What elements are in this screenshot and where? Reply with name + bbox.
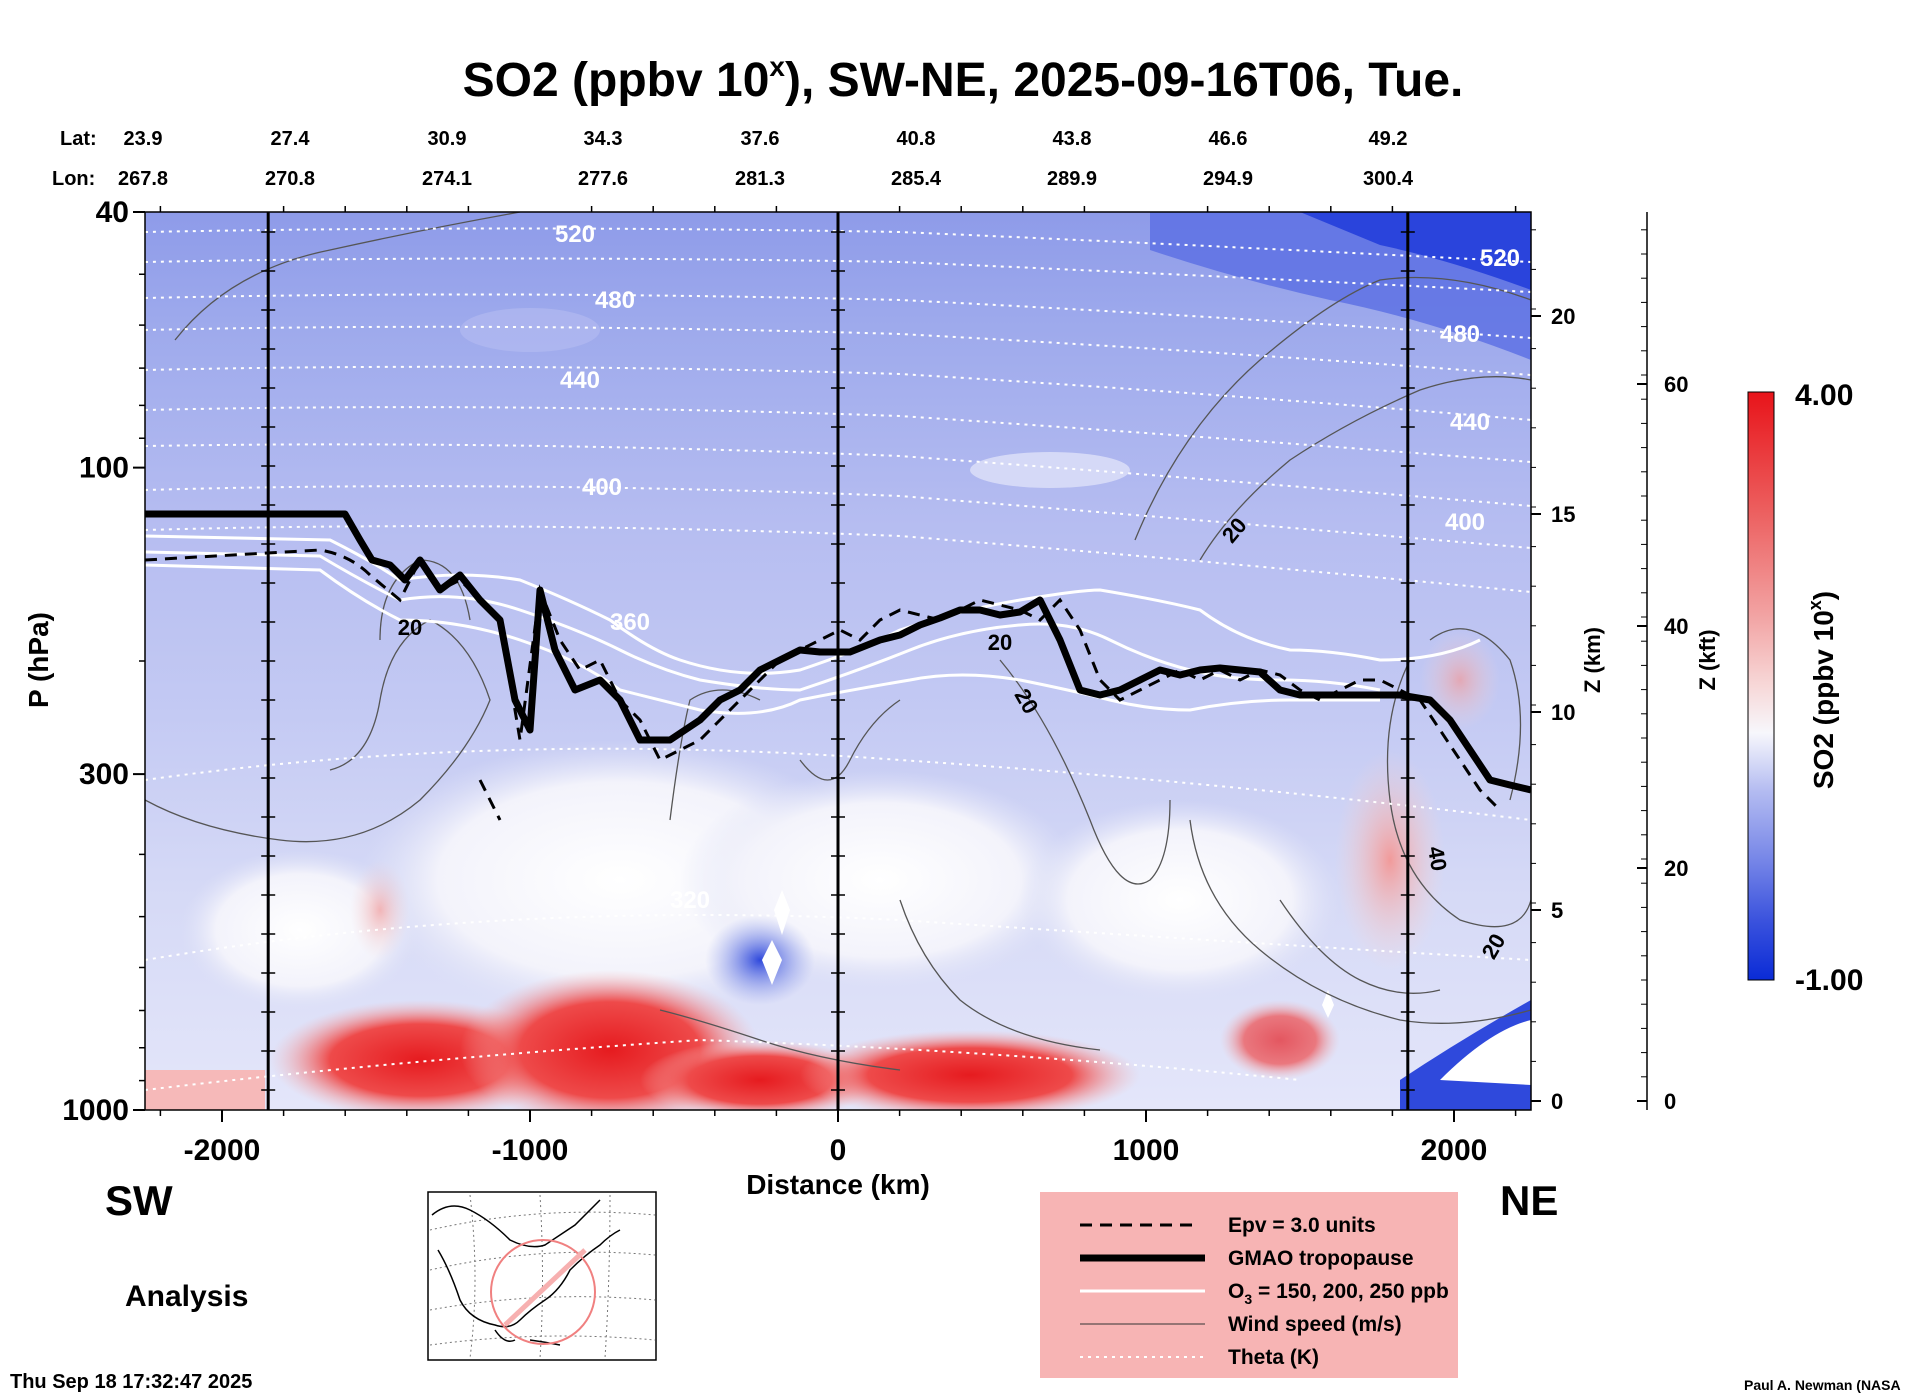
y-axis: 40 100 300 1000 [62,196,145,1127]
theta-label: 320 [670,887,710,914]
section-path-icon [503,1248,587,1327]
theta-label: 400 [582,474,622,501]
analysis-label: Analysis [125,1280,248,1313]
x-tick-label: 1000 [1113,1134,1180,1167]
lat-value: 49.2 [1369,128,1408,150]
z-kft-tick-label: 0 [1664,1089,1676,1114]
z-kft-tick-label: 40 [1664,614,1688,639]
theta-labels: 520 480 440 400 360 320 520 480 440 400 [555,221,1520,914]
theta-label: 360 [610,609,650,636]
theta-label: 480 [1440,321,1480,348]
theta-label: 400 [1445,509,1485,536]
legend-epv-label: Epv = 3.0 units [1228,1214,1376,1237]
x-tick-label: 0 [830,1134,847,1167]
lon-value: 294.9 [1203,168,1253,190]
timestamp: Thu Sep 18 17:32:47 2025 [10,1371,252,1393]
lat-label: Lat: [60,128,97,150]
lon-value: 289.9 [1047,168,1097,190]
legend: Epv = 3.0 units GMAO tropopause O3 = 150… [1040,1192,1458,1378]
z-kft-tick-label: 60 [1664,372,1688,397]
z-km-tick-label: 10 [1551,700,1575,725]
theta-label: 480 [595,287,635,314]
z-km-tick-label: 20 [1551,304,1575,329]
legend-wind-label: Wind speed (m/s) [1228,1313,1402,1336]
legend-theta-label: Theta (K) [1228,1346,1319,1369]
credit: Paul A. Newman (NASA [1744,1377,1901,1393]
z-kft-label: Z (kft) [1695,629,1720,690]
wind-speed-label: 20 [398,615,422,640]
theta-label: 440 [560,367,600,394]
lon-value: 281.3 [735,168,785,190]
legend-ozone-label: O3 = 150, 200, 250 ppb [1228,1280,1449,1307]
lon-label: Lon: [52,168,95,190]
lon-value: 270.8 [265,168,315,190]
coastline-icon [431,1199,621,1346]
z-km-tick-label: 0 [1551,1089,1563,1114]
z-kft-tick-label: 20 [1664,856,1688,881]
sw-label: SW [105,1177,173,1224]
colorbar-label: SO2 (ppbv 10x) [1805,591,1839,789]
theta-label: 440 [1450,409,1490,436]
x-tick-label: -2000 [184,1134,261,1167]
vertical-reference-lines [261,212,1415,1110]
z-km-label: Z (km) [1580,627,1605,693]
colorbar [1747,391,1775,981]
y-tick-label: 40 [96,196,129,229]
colorbar-max-label: 4.00 [1795,379,1853,412]
theta-label: 520 [555,221,595,248]
tropopause-line [145,510,1531,794]
lat-value: 40.8 [897,128,936,150]
lon-value: 300.4 [1363,168,1414,190]
y-axis-label: P (hPa) [23,612,54,708]
y-tick-label: 1000 [62,1094,129,1127]
epv-line [145,548,1502,821]
z-km-tick-label: 5 [1551,898,1563,923]
y-tick-label: 300 [79,758,129,791]
lat-value: 23.9 [124,128,163,150]
lat-value: 46.6 [1209,128,1248,150]
x-axis-label: Distance (km) [746,1169,930,1200]
lat-lon-row: 23.9 27.4 30.9 34.3 37.6 40.8 43.8 46.6 49.2 267.… [118,128,1414,190]
theta-label: 520 [1480,245,1520,272]
z-km-tick-label: 15 [1551,502,1575,527]
x-axis: -2000 -1000 0 1000 2000 [159,206,1517,1167]
z-kft-axis: 0 20 40 60 [1637,212,1688,1114]
ne-label: NE [1500,1177,1558,1224]
inset-map [427,1191,657,1361]
lat-value: 43.8 [1053,128,1092,150]
lat-value: 37.6 [741,128,780,150]
theta-contours [145,227,1531,1091]
chart-title: SO2 (ppbv 10x), SW-NE, 2025-09-16T06, Tu… [463,51,1464,107]
y-tick-label: 100 [79,452,129,485]
domain-circle-icon [490,1239,596,1345]
colorbar-min-label: -1.00 [1795,964,1863,997]
x-tick-label: -1000 [492,1134,569,1167]
lon-value: 274.1 [422,168,472,190]
wind-speed-label: 20 [988,630,1012,655]
wind-speed-label: 40 [1423,844,1452,872]
lon-value: 267.8 [118,168,168,190]
x-tick-label: 2000 [1421,1134,1488,1167]
lat-value: 27.4 [271,128,311,150]
lon-value: 285.4 [891,168,942,190]
lat-value: 30.9 [428,128,467,150]
lon-value: 277.6 [578,168,628,190]
z-km-axis: 0 5 10 15 20 [1531,229,1575,1114]
legend-tropopause-label: GMAO tropopause [1228,1247,1414,1270]
lat-value: 34.3 [584,128,623,150]
